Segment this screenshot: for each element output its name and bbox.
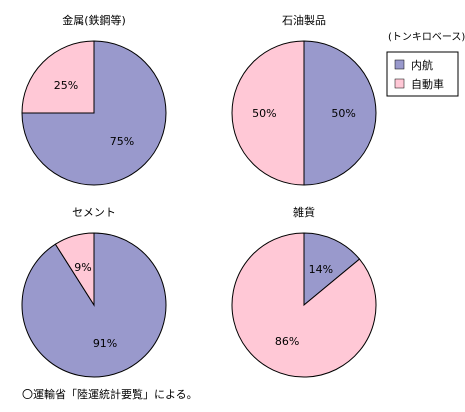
pie-slice-label-jidosha: 25% — [54, 79, 78, 92]
unit-note: (トンキロベース) — [388, 31, 465, 43]
source-note: 〇運輸省「陸運統計要覧」による。 — [22, 387, 198, 401]
pie-slice-label-jidosha: 86% — [275, 335, 299, 348]
legend-swatch-naiko — [394, 59, 405, 70]
pie-slice-naiko — [303, 232, 361, 307]
pie-chart-3: セメント 91% 9% — [21, 206, 167, 378]
pie-slice-jidosha — [21, 40, 95, 114]
pie-slice-label-naiko: 91% — [93, 337, 117, 350]
legend-label-jidosha: 自動車 — [411, 77, 444, 91]
pie-slice-label-naiko: 14% — [309, 263, 333, 276]
legend-label-naiko: 内航 — [411, 58, 433, 72]
pie-slice-label-jidosha: 9% — [74, 261, 91, 274]
legend-swatch-jidosha — [394, 78, 405, 89]
pie-slice-jidosha — [54, 232, 95, 307]
pie-title: 雑貨 — [293, 205, 315, 219]
pie-title: 金属(鉄鋼等) — [62, 13, 126, 27]
pie-slice-naiko — [303, 40, 377, 186]
pie-slice-jidosha — [231, 232, 377, 378]
pie-slice-label-naiko: 50% — [331, 107, 355, 120]
pie-charts-group: 金属(鉄鋼等) 75% 25% 石油製品 50% 50% セメント 91% 9% 雑貨 14% 86% — [21, 13, 377, 378]
pie-slice-label-naiko: 75% — [110, 135, 134, 148]
legend: 内航 自動車 — [386, 51, 459, 97]
pie-title: セメント — [72, 206, 116, 219]
legend-box — [386, 51, 459, 97]
pie-chart-2: 石油製品 50% 50% — [231, 13, 377, 186]
pie-chart-1: 金属(鉄鋼等) 75% 25% — [21, 13, 167, 186]
pie-slice-label-jidosha: 50% — [252, 107, 276, 120]
pie-chart-4: 雑貨 14% 86% — [231, 205, 377, 378]
pie-title: 石油製品 — [282, 13, 326, 27]
pie-slice-jidosha — [231, 40, 305, 186]
